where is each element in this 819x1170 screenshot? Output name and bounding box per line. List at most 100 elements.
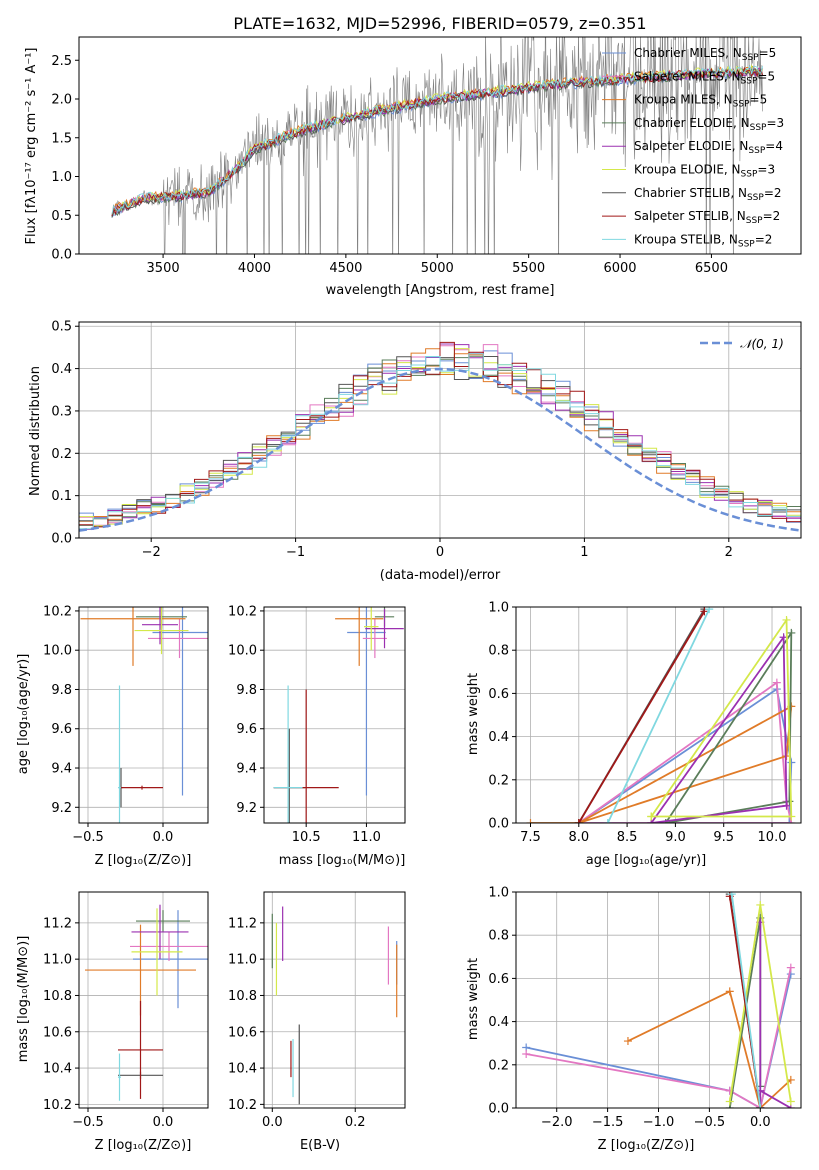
x-tick-label: −1.5 <box>592 1115 624 1130</box>
mass-weight-marker <box>782 615 791 624</box>
y-tick-label: 9.2 <box>236 801 257 816</box>
mass-weight-marker <box>623 1037 632 1046</box>
y-tick-label: 0.1 <box>51 489 72 504</box>
x-tick-label: 4000 <box>238 261 271 276</box>
mwAge-ylabel: mass weight <box>466 673 481 755</box>
residual-histogram <box>79 353 801 530</box>
mass-weight-marker <box>725 1097 734 1106</box>
mass-weight-marker <box>772 678 781 687</box>
x-tick-label: 9.0 <box>665 830 686 845</box>
x-tick-label: 1 <box>580 545 588 560</box>
x-tick-label: −1 <box>286 545 305 560</box>
x-tick-label: −1.0 <box>643 1115 675 1130</box>
mass-weight-line <box>526 967 792 1108</box>
y-tick-label: 0.2 <box>51 447 72 462</box>
mass-weight-marker <box>787 758 796 767</box>
mass-weight-vs-metallicity-panel: −2.0 −1.5 −1.0 −0.5 0.0 0.0 0.2 0.4 0.6 0.8 1.0 <box>488 886 802 1130</box>
y-tick-label: 0.8 <box>488 644 509 659</box>
y-tick-label: 10.0 <box>228 644 257 659</box>
legend-label: Kroupa ELODIE, NSSP=3 <box>634 163 775 180</box>
model-spectrum <box>111 68 764 218</box>
plot-area <box>80 607 208 823</box>
y-tick-label: 0.4 <box>488 730 509 745</box>
errorbar-point <box>130 931 208 961</box>
plot-area <box>85 904 208 1101</box>
y-tick-label: 0.3 <box>51 404 72 419</box>
y-tick-label: 0.6 <box>488 687 509 702</box>
y-tick-label: 10.8 <box>43 989 72 1004</box>
x-tick-label: 0.0 <box>153 1115 174 1130</box>
residuals-ylabel: Normed distribution <box>28 366 43 496</box>
errorbar-point <box>85 924 196 1016</box>
y-tick-label: 10.2 <box>43 604 72 619</box>
legend-label: Kroupa MILES, NSSP=5 <box>634 93 767 110</box>
errorbar-point <box>142 607 178 645</box>
plot-area <box>271 906 398 1105</box>
mass-weight-vs-age-panel: 7.5 8.0 8.5 9.0 9.5 10.0 0.0 0.2 0.4 0.6 0.8 1.0 <box>488 601 802 845</box>
mass-weight-line <box>606 608 711 823</box>
y-tick-label: 9.2 <box>51 801 72 816</box>
spectrum-panel: 3500 4000 4500 5000 5500 6000 6500 0.0 0.5 1.0 1.5… <box>51 36 802 276</box>
mass-weight-line <box>578 610 706 823</box>
mass-weight-marker <box>522 1050 531 1058</box>
mass-weight-marker <box>603 819 612 823</box>
y-tick-label: 0.2 <box>488 1058 509 1073</box>
mass-weight-line <box>526 973 792 1108</box>
x-tick-label: 11.0 <box>352 830 381 845</box>
model-spectrum <box>111 64 764 215</box>
x-tick-label: 5000 <box>421 261 454 276</box>
y-tick-label: 0.0 <box>51 532 72 547</box>
y-tick-label: 9.8 <box>236 683 257 698</box>
legend-label: Chabrier MILES, NSSP=5 <box>634 46 776 63</box>
x-tick-label: −0.5 <box>72 1115 104 1130</box>
mE-xlabel: E(B-V) <box>300 1138 340 1153</box>
y-tick-label: 0.5 <box>51 209 72 224</box>
y-tick-label: 0.0 <box>51 248 72 263</box>
y-tick-label: 2.0 <box>51 93 72 108</box>
errorbar-point <box>152 607 208 796</box>
y-tick-label: 1.0 <box>488 886 509 901</box>
errorbar-point <box>131 904 189 960</box>
legend-label: Salpeter MILES, NSSP=5 <box>634 69 775 86</box>
y-tick-label: 10.0 <box>43 644 72 659</box>
grid <box>79 607 208 823</box>
legend-label: Chabrier STELIB, NSSP=2 <box>634 186 782 203</box>
x-tick-label: 0.0 <box>262 1115 283 1130</box>
x-tick-label: 2 <box>725 545 733 560</box>
mwZ-ylabel: mass weight <box>466 958 481 1040</box>
mass-weight-line <box>650 617 793 818</box>
x-tick-label: 8.5 <box>617 830 638 845</box>
x-tick-label: 9.5 <box>713 830 734 845</box>
mZ-xlabel: Z [log₁₀(Z/Z⊙)] <box>95 1138 192 1153</box>
y-tick-label: 9.4 <box>51 762 72 777</box>
errorbar-point <box>273 685 303 823</box>
x-tick-label: 4500 <box>329 261 362 276</box>
mass-weight-marker <box>526 819 535 823</box>
mass-vs-ebv-panel: 0.0 0.2 10.2 10.4 10.6 10.8 11.0 11.2 <box>228 891 406 1130</box>
y-tick-label: 10.4 <box>228 1062 257 1077</box>
mass-weight-line <box>578 687 793 823</box>
y-tick-label: 1.0 <box>51 170 72 185</box>
y-tick-label: 0.5 <box>51 320 72 335</box>
x-tick-label: 7.5 <box>520 830 541 845</box>
spectrum-ylabel: Flux [fλ10⁻¹⁷ erg cm⁻² s⁻¹ A⁻¹] <box>24 48 39 245</box>
spectrum-xlabel: wavelength [Angstrom, rest frame] <box>326 283 555 298</box>
residuals-xlabel: (data-model)/error <box>380 568 501 583</box>
axes-frame <box>78 321 802 539</box>
age-vs-mass-panel: 10.5 11.0 9.2 9.4 9.6 9.8 10.0 10.2 <box>228 604 406 845</box>
mwZ-xlabel: Z [log₁₀(Z/Z⊙)] <box>598 1138 695 1153</box>
y-tick-label: 10.8 <box>228 989 257 1004</box>
y-tick-label: 10.4 <box>43 1062 72 1077</box>
errorbar-point <box>134 607 189 655</box>
axes-frame <box>515 606 802 824</box>
mwAge-xlabel: age [log₁₀(age/yr)] <box>586 853 707 868</box>
mass-weight-marker <box>756 900 765 909</box>
x-tick-label: 0 <box>436 545 444 560</box>
y-tick-label: 9.8 <box>51 683 72 698</box>
x-tick-label: 6000 <box>603 261 636 276</box>
x-tick-label: 8.0 <box>568 830 589 845</box>
mass-weight-line <box>759 922 792 1108</box>
axes-frame <box>263 891 406 1109</box>
mass-weight-marker <box>785 819 794 823</box>
